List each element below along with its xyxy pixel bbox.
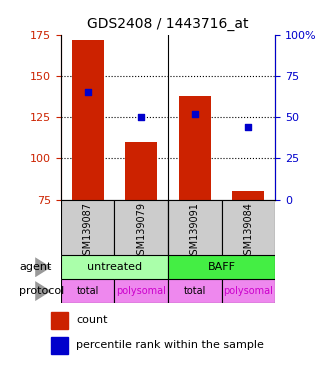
Bar (61, 200, 114, 255)
Bar (114, 279, 168, 303)
Polygon shape (35, 257, 51, 277)
Bar (168, 279, 221, 303)
Text: polysomal: polysomal (116, 286, 166, 296)
Bar (114, 200, 168, 255)
Text: BAFF: BAFF (208, 262, 236, 272)
Text: GSM139084: GSM139084 (244, 202, 253, 262)
Text: untreated: untreated (87, 262, 142, 272)
Text: agent: agent (19, 262, 52, 272)
Text: GSM139091: GSM139091 (190, 202, 200, 262)
Text: total: total (184, 286, 206, 296)
Title: GDS2408 / 1443716_at: GDS2408 / 1443716_at (87, 17, 249, 31)
Point (85, 89, 90, 96)
Bar (51, 312, 68, 329)
Text: protocol: protocol (19, 286, 64, 296)
Bar (168, 255, 275, 279)
Text: polysomal: polysomal (223, 286, 273, 296)
Bar (232, 192, 264, 200)
Bar (168, 200, 221, 255)
Polygon shape (35, 281, 51, 301)
Text: percentile rank within the sample: percentile rank within the sample (76, 340, 264, 350)
Point (192, 111, 197, 117)
Text: count: count (76, 315, 108, 325)
Bar (61, 279, 114, 303)
Bar (221, 279, 275, 303)
Text: total: total (76, 286, 99, 296)
Bar (125, 142, 157, 200)
Bar (72, 40, 104, 200)
Bar (51, 337, 68, 354)
Bar (179, 96, 211, 200)
Point (139, 114, 144, 120)
Point (246, 124, 251, 130)
Bar (221, 200, 275, 255)
Text: GSM139079: GSM139079 (136, 202, 146, 262)
Text: GSM139087: GSM139087 (83, 202, 92, 262)
Bar (61, 255, 168, 279)
